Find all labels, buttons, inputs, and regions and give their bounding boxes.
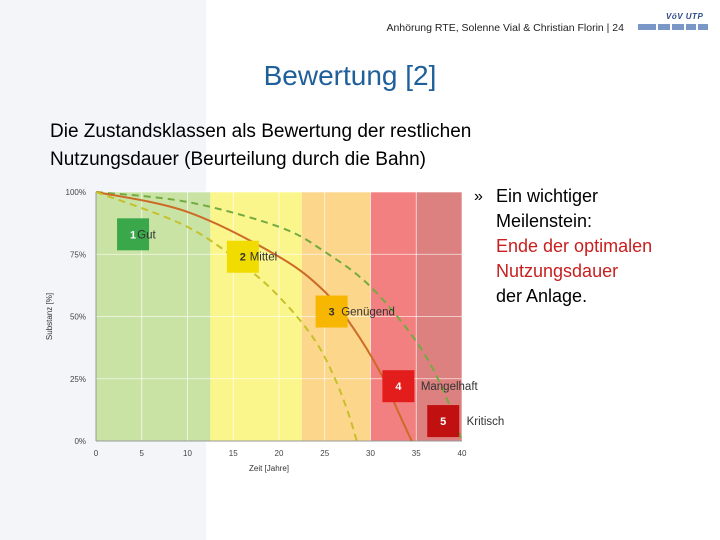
subtitle-line: Die Zustandsklassen als Bewertung der re… — [50, 121, 472, 142]
bullet-line: Ein wichtiger — [496, 186, 599, 206]
subtitle-line: Nutzungsdauer (Beurteilung durch die Bah… — [50, 149, 427, 170]
x-tick-label: 30 — [366, 449, 375, 458]
y-axis-label: Substanz [%] — [45, 293, 54, 340]
source-header: Anhörung RTE, Solenne Vial & Christian F… — [386, 22, 624, 34]
class-number: 3 — [329, 307, 335, 319]
logo-bar — [658, 24, 670, 30]
class-badge — [117, 218, 150, 251]
class-badge — [315, 295, 348, 328]
y-tick-label: 100% — [66, 188, 86, 197]
x-tick-label: 0 — [94, 449, 99, 458]
y-tick-label: 0% — [74, 437, 86, 446]
condition-class-chart: 0 5 10 15 20 25 30 35 400%25%50%75%100%Zeit [Jah… — [45, 188, 505, 473]
class-label: Genügend — [341, 307, 395, 319]
class-badge — [427, 405, 460, 438]
y-tick-label: 25% — [70, 375, 86, 384]
class-badge — [382, 370, 415, 403]
bullet-line: Meilenstein: — [496, 211, 593, 231]
logo: VöV UTP — [636, 12, 708, 38]
slide-subtitle: Die Zustandsklassen als Bewertung der re… — [50, 118, 690, 174]
x-tick-label: 20 — [275, 449, 284, 458]
y-tick-label: 75% — [70, 250, 86, 259]
class-label: Gut — [137, 229, 156, 241]
logo-bar — [698, 24, 708, 30]
dashed-curve — [95, 191, 358, 442]
class-number: 4 — [395, 381, 402, 393]
bullet-line-highlight: Ende der optimalen — [496, 236, 653, 256]
class-badge — [226, 240, 259, 273]
class-label: Mittel — [250, 252, 277, 264]
x-tick-label: 35 — [412, 449, 421, 458]
x-tick-label: 25 — [320, 449, 329, 458]
logo-text: VöV UTP — [666, 12, 704, 21]
dashed-curve — [95, 191, 463, 442]
logo-bar — [638, 24, 656, 30]
class-label: Kritisch — [467, 416, 505, 428]
class-number: 5 — [440, 416, 446, 428]
bullet-icon: » — [474, 188, 483, 205]
logo-bar — [672, 24, 684, 30]
x-axis-label: Zeit [Jahre] — [249, 464, 289, 473]
x-tick-label: 15 — [229, 449, 238, 458]
x-tick-label: 40 — [458, 449, 467, 458]
class-number: 2 — [240, 252, 246, 264]
class-number: 1 — [130, 229, 136, 241]
class-label: Mangelhaft — [421, 381, 479, 393]
bullet-text: Ein wichtiger Meilenstein: Ende der opti… — [496, 184, 652, 309]
y-tick-label: 50% — [70, 313, 86, 322]
logo-bar — [686, 24, 696, 30]
bullet-line-highlight: Nutzungsdauer — [496, 261, 619, 281]
x-tick-label: 5 — [140, 449, 145, 458]
slide-title: Bewertung [2] — [263, 60, 437, 91]
bullet-line: der Anlage. — [496, 286, 588, 306]
x-tick-label: 10 — [183, 449, 192, 458]
